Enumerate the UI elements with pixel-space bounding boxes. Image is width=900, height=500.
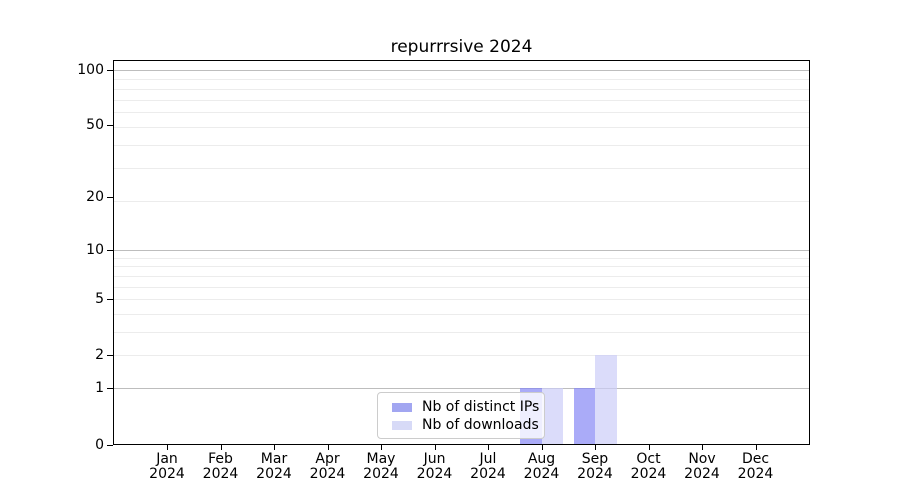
x-tick-label: Mar 2024: [242, 452, 306, 482]
x-tick-label: Aug 2024: [510, 452, 574, 482]
y-tick-label: 1: [95, 380, 104, 397]
legend-item-distinct-ips: Nb of distinct IPs: [378, 398, 544, 416]
x-tick: [488, 444, 489, 450]
x-tick-label: Apr 2024: [296, 452, 360, 482]
gridline-minor: [114, 313, 809, 315]
legend-item-downloads: Nb of downloads: [378, 416, 544, 434]
x-tick-year: 2024: [416, 466, 453, 482]
gridline-minor: [114, 257, 809, 259]
y-tick: [107, 125, 113, 127]
legend-swatch-distinct-ips: [392, 402, 412, 412]
gridline-minor: [114, 275, 809, 277]
y-tick: [107, 444, 113, 446]
gridline-minor: [114, 144, 809, 146]
gridline-major: [114, 69, 809, 71]
x-tick: [595, 444, 596, 450]
x-tick: [274, 444, 275, 450]
y-tick-label: 5: [95, 291, 104, 307]
gridline-minor: [114, 112, 809, 113]
gridline-minor: [114, 355, 809, 357]
x-tick-year: 2024: [630, 466, 667, 482]
y-tick-label: 2: [95, 347, 104, 364]
x-tick: [702, 444, 703, 450]
x-tick-year: 2024: [256, 466, 292, 482]
gridline-minor: [114, 299, 809, 300]
gridline-minor: [114, 266, 809, 268]
x-tick-year: 2024: [309, 466, 346, 482]
x-tick-year: 2024: [737, 466, 774, 482]
y-tick: [107, 299, 113, 300]
x-tick-year: 2024: [684, 466, 720, 482]
x-tick: [648, 444, 650, 450]
x-tick-label: Dec 2024: [724, 452, 788, 482]
gridline-minor: [114, 168, 809, 170]
x-tick-month: May: [366, 451, 396, 467]
gridline-minor: [114, 88, 809, 90]
x-tick: [327, 444, 329, 450]
x-tick-year: 2024: [202, 466, 239, 482]
x-tick-month: Mar: [260, 451, 288, 467]
legend-label-downloads: Nb of downloads: [422, 417, 539, 433]
bar-downloads-aug: [541, 388, 563, 444]
x-tick-month: Oct: [636, 451, 661, 467]
y-tick-label: 100: [77, 61, 104, 78]
gridline-minor: [114, 99, 809, 101]
gridline-minor: [114, 201, 809, 203]
gridline-major: [114, 249, 809, 251]
x-tick-year: 2024: [470, 466, 506, 482]
gridline-major: [114, 388, 809, 390]
legend-label-distinct-ips: Nb of distinct IPs: [422, 399, 540, 415]
x-tick-month: Nov: [688, 451, 716, 467]
bar-downloads-sep: [595, 355, 617, 444]
x-tick-month: Dec: [741, 451, 770, 467]
x-tick: [755, 444, 757, 450]
y-tick: [107, 69, 113, 71]
legend: Nb of distinct IPs Nb of downloads: [377, 392, 545, 439]
plot-area: [113, 60, 810, 445]
legend-swatch-downloads: [392, 420, 412, 430]
chart-title: repurrrsive 2024: [390, 37, 533, 57]
bar-distinct-ips-sep: [573, 388, 595, 444]
y-tick: [107, 388, 113, 390]
gridline-minor: [114, 79, 809, 81]
x-tick-label: May 2024: [349, 452, 413, 482]
x-tick-month: Sep: [581, 451, 609, 467]
x-tick-month: Feb: [208, 451, 233, 467]
x-tick-month: Aug: [527, 451, 556, 467]
x-tick: [167, 444, 168, 450]
x-tick-year: 2024: [149, 466, 185, 482]
x-tick-label: Jan 2024: [135, 452, 199, 482]
x-tick-year: 2024: [577, 466, 613, 482]
x-tick-month: Apr: [315, 451, 340, 467]
x-tick-label: Nov 2024: [670, 452, 734, 482]
x-tick-month: Jun: [423, 451, 446, 467]
y-tick: [107, 355, 113, 357]
x-tick-year: 2024: [523, 466, 560, 482]
x-tick-month: Jul: [479, 451, 497, 467]
y-tick: [107, 249, 113, 251]
y-tick-label: 20: [86, 189, 104, 206]
gridline-minor: [114, 126, 809, 128]
x-tick-label: Feb 2024: [189, 452, 253, 482]
y-tick-label: 0: [95, 436, 104, 453]
y-tick-label: 50: [86, 117, 104, 134]
x-tick: [220, 444, 222, 450]
gridline-minor: [114, 286, 809, 288]
x-tick-label: Jul 2024: [456, 452, 520, 482]
x-tick: [541, 444, 543, 450]
gridline-minor: [114, 331, 809, 333]
x-tick-label: Oct 2024: [617, 452, 681, 482]
x-tick-label: Jun 2024: [403, 452, 467, 482]
y-tick-label: 10: [86, 241, 104, 258]
x-tick: [434, 444, 436, 450]
x-tick-label: Sep 2024: [563, 452, 627, 482]
x-tick-month: Jan: [156, 451, 178, 467]
x-tick: [381, 444, 382, 450]
y-tick: [107, 197, 113, 199]
x-tick-year: 2024: [363, 466, 399, 482]
